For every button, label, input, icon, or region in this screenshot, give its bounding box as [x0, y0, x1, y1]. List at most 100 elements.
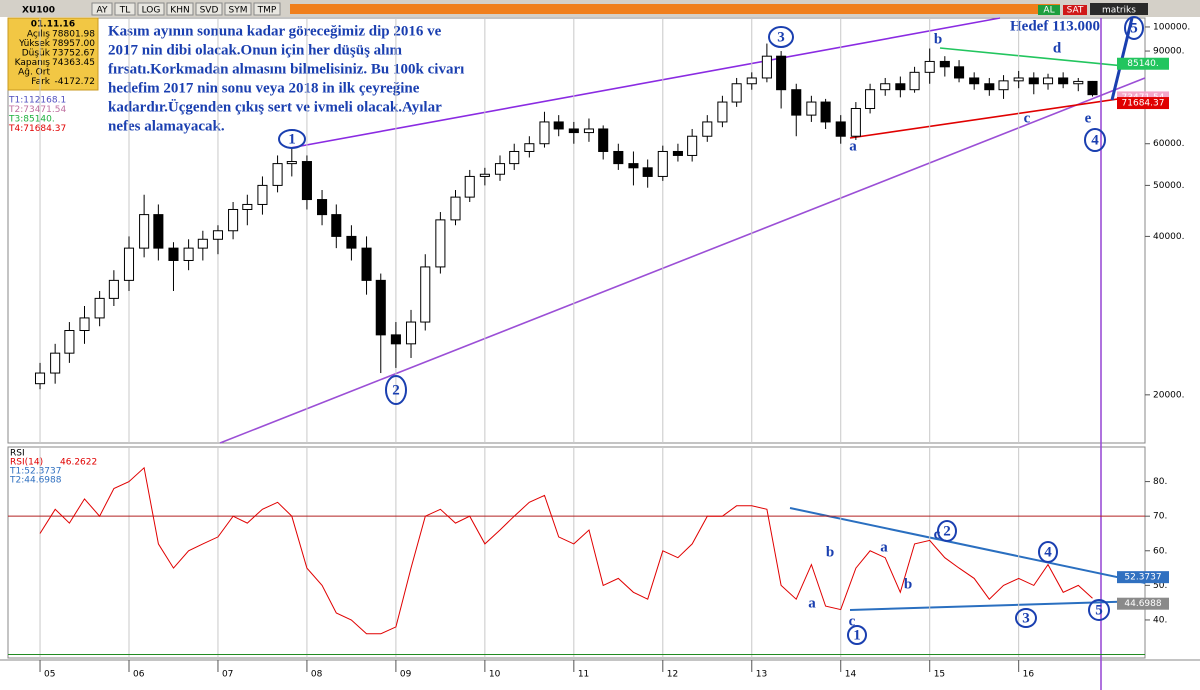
y-tick-label: 70. [1153, 512, 1167, 522]
annotation-line: kadardır.Üçgenden çıkış sert ve ivmeli o… [108, 98, 442, 115]
toolbar-button-label[interactable]: LOG [142, 6, 161, 16]
target-note: Hedef 113.000 [1010, 18, 1100, 34]
candle-body [123, 247, 135, 281]
candle-body [64, 330, 75, 354]
info-value: 78957.00 [52, 39, 95, 49]
trend-line [289, 17, 1001, 149]
candle-body [984, 83, 995, 91]
toolbar-button[interactable] [224, 2, 252, 16]
candle-body [761, 55, 772, 79]
legend-name: RSI(14) [10, 458, 43, 468]
wave-label: 1 [853, 627, 861, 643]
x-tick-label: 05 [44, 670, 55, 680]
candle-body [257, 184, 268, 205]
candle-body [731, 83, 742, 103]
info-label: Fark [31, 77, 51, 87]
price-marker [1117, 97, 1169, 110]
candle-body [969, 77, 980, 85]
candle-body [880, 83, 891, 91]
candle-body [450, 196, 461, 221]
info-box [7, 17, 99, 91]
toolbar-button[interactable] [166, 2, 194, 16]
candle-body [850, 107, 861, 137]
info-label: Düşük [22, 49, 51, 59]
toolbar-button[interactable] [114, 2, 136, 16]
wave-circle [1015, 608, 1037, 628]
info-label: Kapanış [15, 58, 51, 68]
candle-body [998, 80, 1009, 91]
x-tick-label: 13 [756, 670, 767, 680]
candle-body [642, 167, 653, 177]
candle-body [509, 150, 520, 165]
panel-title: RSI [10, 449, 25, 459]
candle-body [212, 230, 223, 240]
button-group: AY TL LOG KHN SVD SYM TMP [91, 2, 281, 16]
candle-body [776, 55, 787, 91]
toolbar-button[interactable] [253, 2, 281, 16]
toolbar-button-label[interactable]: SYM [229, 6, 248, 16]
wave-circle [278, 129, 306, 149]
wave-label: c [934, 526, 941, 542]
price-marker-label: 85140. [1127, 59, 1159, 69]
y-tick-label: 50. [1153, 581, 1167, 591]
candle-body [954, 66, 965, 79]
candle-body [494, 163, 506, 175]
brand-box [1090, 3, 1148, 15]
candle-body [835, 121, 846, 137]
sell-button[interactable] [1063, 5, 1087, 15]
price-marker [1117, 57, 1169, 70]
toolbar-button[interactable] [195, 2, 223, 16]
buy-label[interactable]: AL [1043, 6, 1054, 16]
toolbar-button[interactable] [137, 2, 165, 16]
y-tick-label: 80. [1153, 477, 1167, 487]
candle-body [301, 161, 312, 201]
candle-body [197, 238, 208, 249]
info-label: Açılış [27, 30, 50, 40]
wave-label: a [880, 539, 888, 555]
annotation-line: nefes alamayacak. [108, 118, 225, 134]
price-marker [1117, 571, 1169, 584]
rsi-trend-line [789, 507, 1146, 584]
wave-label: 2 [943, 523, 951, 539]
toolbar-button-label[interactable]: KHN [170, 6, 189, 16]
price-marker-label: 52.3737 [1124, 573, 1161, 583]
brand: matriks [1102, 6, 1136, 16]
toolbar-button-label[interactable]: AY [97, 6, 108, 16]
y-tick-label: 100000. [1153, 22, 1190, 32]
wave-label: a [849, 138, 857, 154]
y-tick-label: 20000. [1153, 390, 1185, 400]
wave-circle [1038, 541, 1058, 563]
x-tick-label: 08 [311, 670, 323, 680]
x-tick-label: 10 [489, 670, 501, 680]
wave-circle [385, 375, 407, 405]
symbol: XU100 [22, 6, 55, 16]
candle-body [702, 121, 713, 137]
toolbar-button-label[interactable]: TL [119, 6, 131, 16]
candle-body [108, 279, 119, 299]
candle-body [346, 235, 357, 249]
candle-body [539, 121, 550, 145]
sell-label[interactable]: SAT [1067, 6, 1084, 16]
target-label: T2:73471.54 [8, 105, 66, 115]
candle-body [1073, 80, 1084, 85]
wave-label: b [904, 576, 912, 592]
toolbar-button[interactable] [91, 2, 113, 16]
info-value: 74363.45 [52, 58, 95, 68]
toolbar-button-label[interactable]: SVD [200, 6, 219, 16]
candle-body [1058, 77, 1069, 85]
buy-button[interactable] [1038, 5, 1060, 15]
wave-circle [1088, 599, 1110, 621]
legend-entry: T1:52.3737 [9, 467, 61, 477]
toolbar-button-label[interactable]: TMP [257, 6, 277, 16]
y-tick-label: 60. [1153, 546, 1167, 556]
candle-body [924, 60, 935, 73]
trend-line [849, 94, 1146, 139]
rsi-line [39, 466, 1093, 635]
y-tick-label: 60000. [1153, 139, 1185, 149]
candle-body [168, 247, 179, 261]
candle-body [791, 89, 802, 116]
candle-body [153, 214, 164, 249]
target-label: T4:71684.37 [8, 124, 66, 134]
